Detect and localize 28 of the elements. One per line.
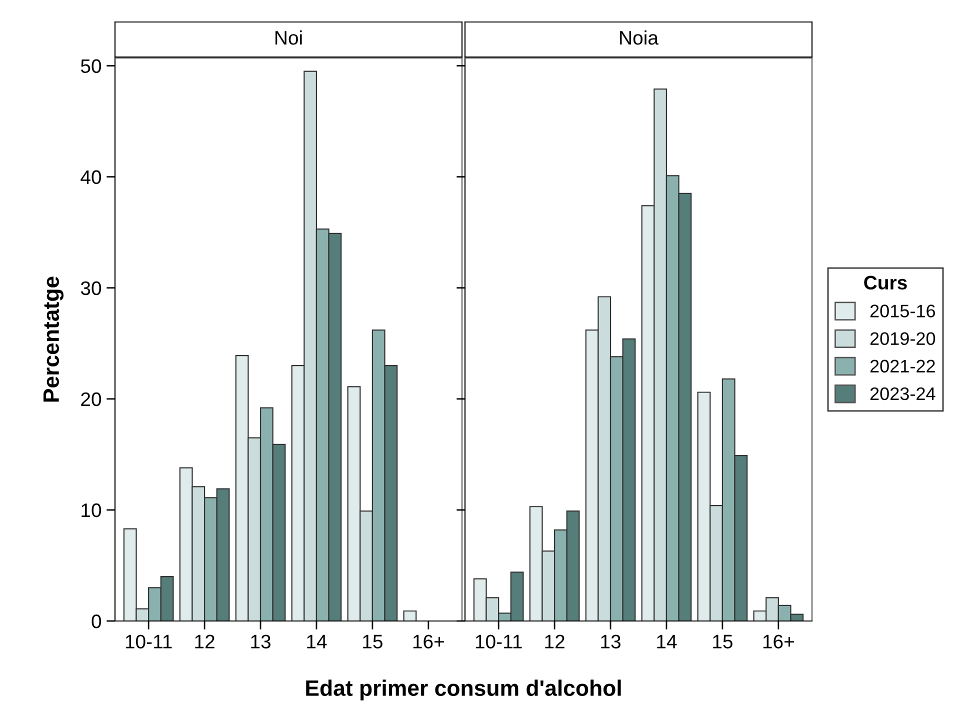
y-axis-title: Percentatge: [44, 276, 64, 402]
y-tick-label: 30: [80, 281, 102, 296]
x-tick-label: 13: [601, 634, 620, 648]
x-tick-label: 14: [657, 634, 677, 648]
x-tick-label: 15: [363, 634, 382, 648]
x-tick-label: 10-11: [476, 634, 522, 648]
legend-label: 2023-24: [870, 387, 936, 400]
x-tick-label: 15: [713, 634, 732, 648]
x-tick-label: 10-11: [126, 634, 172, 648]
x-tick-label: 16+: [763, 634, 794, 648]
x-tick-label: 12: [195, 634, 214, 648]
bar: [403, 610, 417, 621]
x-tick-label: 14: [307, 634, 327, 648]
x-axis-title: Edat primer consum d'alcohol: [306, 680, 621, 700]
legend-label: 2021-22: [870, 360, 935, 373]
y-tick-label: 10: [82, 503, 102, 518]
y-tick-label: 0: [92, 614, 102, 628]
chart-title: Noi: [276, 30, 302, 45]
x-tick-label: 16+: [413, 634, 444, 648]
legend-label: 2015-16: [870, 304, 935, 318]
y-tick-label: 50: [80, 59, 102, 74]
chart-title: Noia: [620, 30, 658, 45]
legend-title: Curs: [864, 276, 907, 290]
y-tick-label: 40: [80, 170, 102, 184]
legend-label: 2019-20: [870, 332, 936, 345]
y-tick-label: 20: [81, 392, 102, 406]
x-tick-label: 13: [251, 634, 270, 648]
x-tick-label: 12: [545, 634, 564, 648]
